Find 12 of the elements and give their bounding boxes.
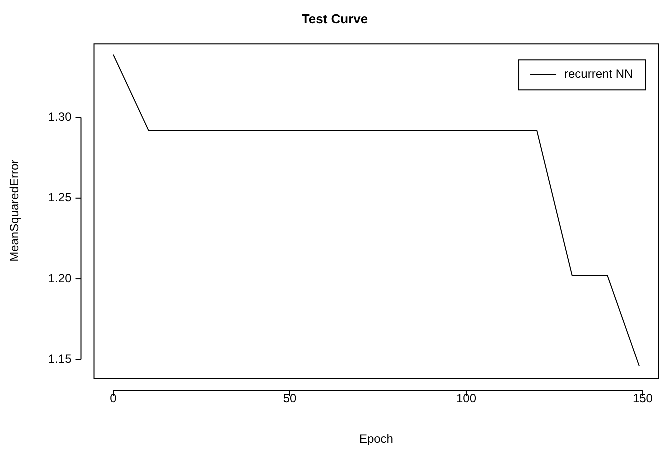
x-axis-title: Epoch bbox=[359, 432, 394, 446]
x-tick-label: 100 bbox=[456, 392, 477, 406]
y-tick-label: 1.30 bbox=[48, 110, 72, 124]
y-tick-label: 1.20 bbox=[48, 271, 72, 286]
y-tick-label: 1.15 bbox=[48, 352, 72, 366]
y-axis-title: MeanSquaredError bbox=[8, 160, 22, 262]
y-tick-label: 1.25 bbox=[48, 190, 72, 205]
legend-label: recurrent NN bbox=[564, 66, 634, 81]
x-tick-label: 150 bbox=[632, 392, 654, 406]
x-tick-label: 0 bbox=[110, 392, 118, 406]
chart-title: Test Curve bbox=[302, 11, 368, 26]
x-tick-label: 50 bbox=[283, 392, 297, 406]
